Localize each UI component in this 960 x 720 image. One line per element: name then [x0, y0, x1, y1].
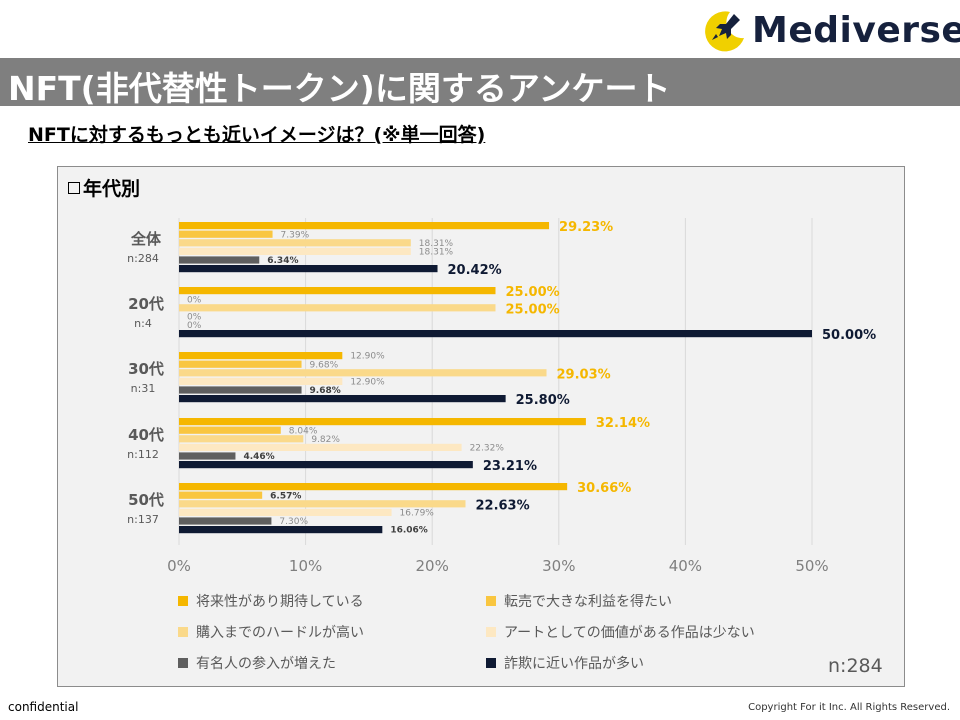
legend-swatch [486, 627, 496, 637]
bar [179, 517, 272, 525]
data-label: 9.68% [310, 386, 341, 396]
data-label: 22.32% [470, 444, 505, 454]
legend-label: 有名人の参入が増えた [196, 655, 336, 672]
data-label: 0% [187, 313, 202, 323]
data-label: 29.03% [557, 367, 611, 382]
bar [179, 508, 392, 516]
bar [179, 377, 343, 385]
bar [179, 239, 411, 247]
checkbox-icon [68, 182, 80, 194]
bar [179, 483, 568, 491]
data-label: 25.00% [506, 285, 560, 300]
page-title: NFT(非代替性トークン)に関するアンケート [8, 69, 671, 108]
legend-label: 将来性があり期待している [196, 594, 364, 610]
group-n-label: n:137 [127, 513, 159, 526]
section-label-text: 年代別 [83, 178, 141, 200]
data-label: 30.66% [577, 481, 631, 496]
bar [179, 360, 302, 368]
data-label: 25.00% [506, 302, 560, 317]
group-n-label: n:112 [127, 448, 159, 461]
bar [179, 443, 462, 451]
bar [179, 526, 383, 534]
x-tick-label: 0% [167, 557, 191, 575]
rocket-moon-icon [705, 11, 744, 52]
data-label: 12.90% [350, 378, 385, 388]
x-tick-label: 50% [795, 557, 828, 575]
data-label: 6.57% [270, 491, 301, 501]
data-label: 9.82% [311, 435, 340, 445]
bar [179, 435, 304, 443]
data-label: 23.21% [483, 459, 537, 474]
data-label: 12.90% [350, 352, 385, 362]
group-label: 全体 [130, 230, 162, 248]
data-label: 50.00% [822, 328, 876, 343]
data-label: 20.42% [448, 263, 502, 278]
data-label: 9.68% [310, 360, 339, 370]
data-label: 18.31% [419, 248, 454, 258]
data-label: 25.80% [516, 393, 570, 408]
group-n-label: n:4 [134, 317, 152, 330]
bar [179, 304, 496, 312]
group-label: 20代 [128, 295, 164, 313]
footer-copyright: Copyright For it Inc. All Rights Reserve… [748, 702, 950, 713]
legend-label: 転売で大きな利益を得たい [504, 593, 672, 610]
data-label: 16.06% [390, 526, 428, 536]
legend-swatch [178, 658, 188, 668]
data-label: 22.63% [475, 498, 529, 513]
data-label: 4.46% [243, 452, 274, 462]
brand-logo: Mediverse [700, 4, 960, 56]
bar [179, 369, 547, 377]
data-label: 16.79% [400, 509, 435, 519]
bar [179, 386, 302, 394]
group-label: 50代 [128, 491, 164, 509]
bar [179, 418, 586, 426]
group-n-label: n:31 [131, 382, 156, 395]
bar [179, 352, 343, 360]
bar [179, 330, 812, 338]
data-label: 0% [187, 321, 202, 331]
x-tick-label: 10% [289, 557, 322, 575]
bar [179, 395, 506, 403]
bar [179, 247, 411, 255]
legend-label: アートとしての価値がある作品は少ない [504, 625, 755, 641]
sample-size: n:284 [828, 655, 883, 677]
data-label: 0% [187, 295, 202, 305]
data-label: 7.30% [279, 517, 308, 527]
question-text: NFTに対するもっとも近いイメージは？(※単一回答) [28, 124, 486, 146]
legend-label: 購入までのハードルが高い [196, 624, 364, 641]
bar [179, 461, 473, 469]
data-label: 6.34% [267, 256, 298, 266]
group-label: 30代 [128, 360, 164, 378]
bar [179, 426, 281, 434]
data-label: 7.39% [281, 230, 310, 240]
legend-swatch [178, 627, 188, 637]
bar [179, 500, 466, 508]
data-label: 29.23% [559, 220, 613, 235]
data-label: 8.04% [289, 426, 318, 436]
legend-swatch [486, 596, 496, 606]
data-label: 32.14% [596, 416, 650, 431]
bar [179, 265, 438, 273]
bar [179, 491, 263, 499]
bar [179, 222, 550, 230]
bar [179, 230, 273, 238]
title-bar: NFT(非代替性トークン)に関するアンケート [0, 58, 960, 108]
legend-swatch [178, 596, 188, 606]
footer-confidential: confidential [8, 700, 79, 714]
group-n-label: n:284 [127, 252, 159, 265]
legend-swatch [486, 658, 496, 668]
section-label: 年代別 [68, 174, 140, 201]
x-tick-label: 40% [669, 557, 702, 575]
group-label: 40代 [128, 426, 164, 444]
legend-label: 詐欺に近い作品が多い [504, 655, 644, 672]
bar [179, 287, 496, 295]
data-label: 18.31% [419, 239, 454, 249]
bar [179, 452, 236, 460]
x-tick-label: 20% [416, 557, 449, 575]
bar [179, 256, 260, 264]
x-tick-label: 30% [542, 557, 575, 575]
brand-name: Mediverse [752, 10, 960, 51]
